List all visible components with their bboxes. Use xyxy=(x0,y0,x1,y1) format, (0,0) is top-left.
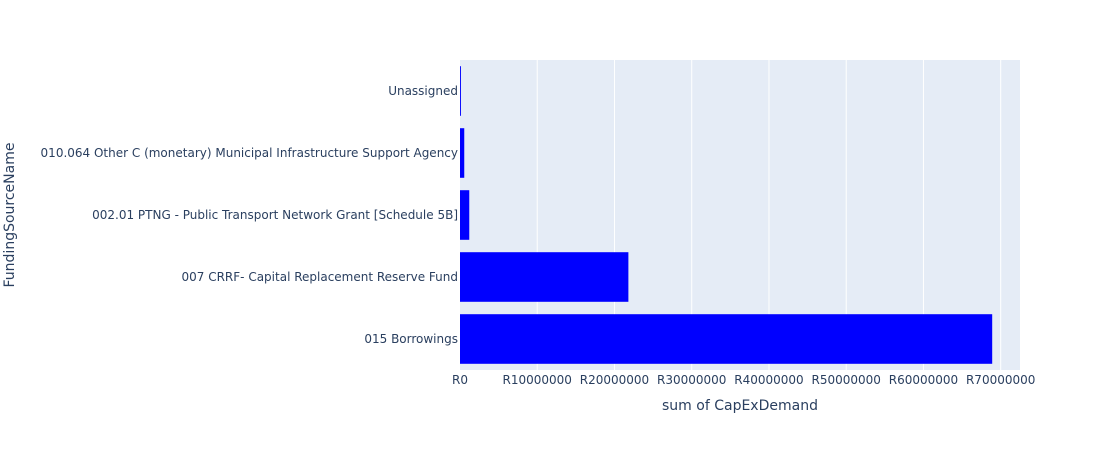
bar[interactable] xyxy=(460,252,629,302)
y-tick-label: Unassigned xyxy=(388,84,458,98)
x-tick-label: R20000000 xyxy=(580,373,649,387)
x-tick-label: R60000000 xyxy=(889,373,958,387)
x-tick-label: R50000000 xyxy=(811,373,880,387)
x-tick-label: R0 xyxy=(452,373,468,387)
y-axis-tick-labels: 015 Borrowings 007 CRRF- Capital Replacem… xyxy=(41,84,458,346)
bar[interactable] xyxy=(460,66,461,116)
y-tick-label: 015 Borrowings xyxy=(364,332,458,346)
x-axis-tick-labels: R0 R10000000 R20000000 R30000000 R40000000 R5… xyxy=(452,373,1035,387)
x-tick-label: R40000000 xyxy=(734,373,803,387)
y-tick-label: 007 CRRF- Capital Replacement Reserve Fu… xyxy=(182,270,459,284)
bars xyxy=(460,66,993,364)
bar[interactable] xyxy=(460,314,993,364)
y-tick-label: 002.01 PTNG - Public Transport Network G… xyxy=(92,208,458,222)
y-tick-label: 010.064 Other C (monetary) Municipal Inf… xyxy=(41,146,458,160)
bar[interactable] xyxy=(460,190,470,240)
x-tick-label: R70000000 xyxy=(966,373,1035,387)
x-axis-title: sum of CapExDemand xyxy=(662,398,818,414)
bar[interactable] xyxy=(460,128,465,178)
y-axis-title: FundingSourceName xyxy=(2,143,18,288)
x-tick-label: R10000000 xyxy=(503,373,572,387)
x-tick-label: R30000000 xyxy=(657,373,726,387)
